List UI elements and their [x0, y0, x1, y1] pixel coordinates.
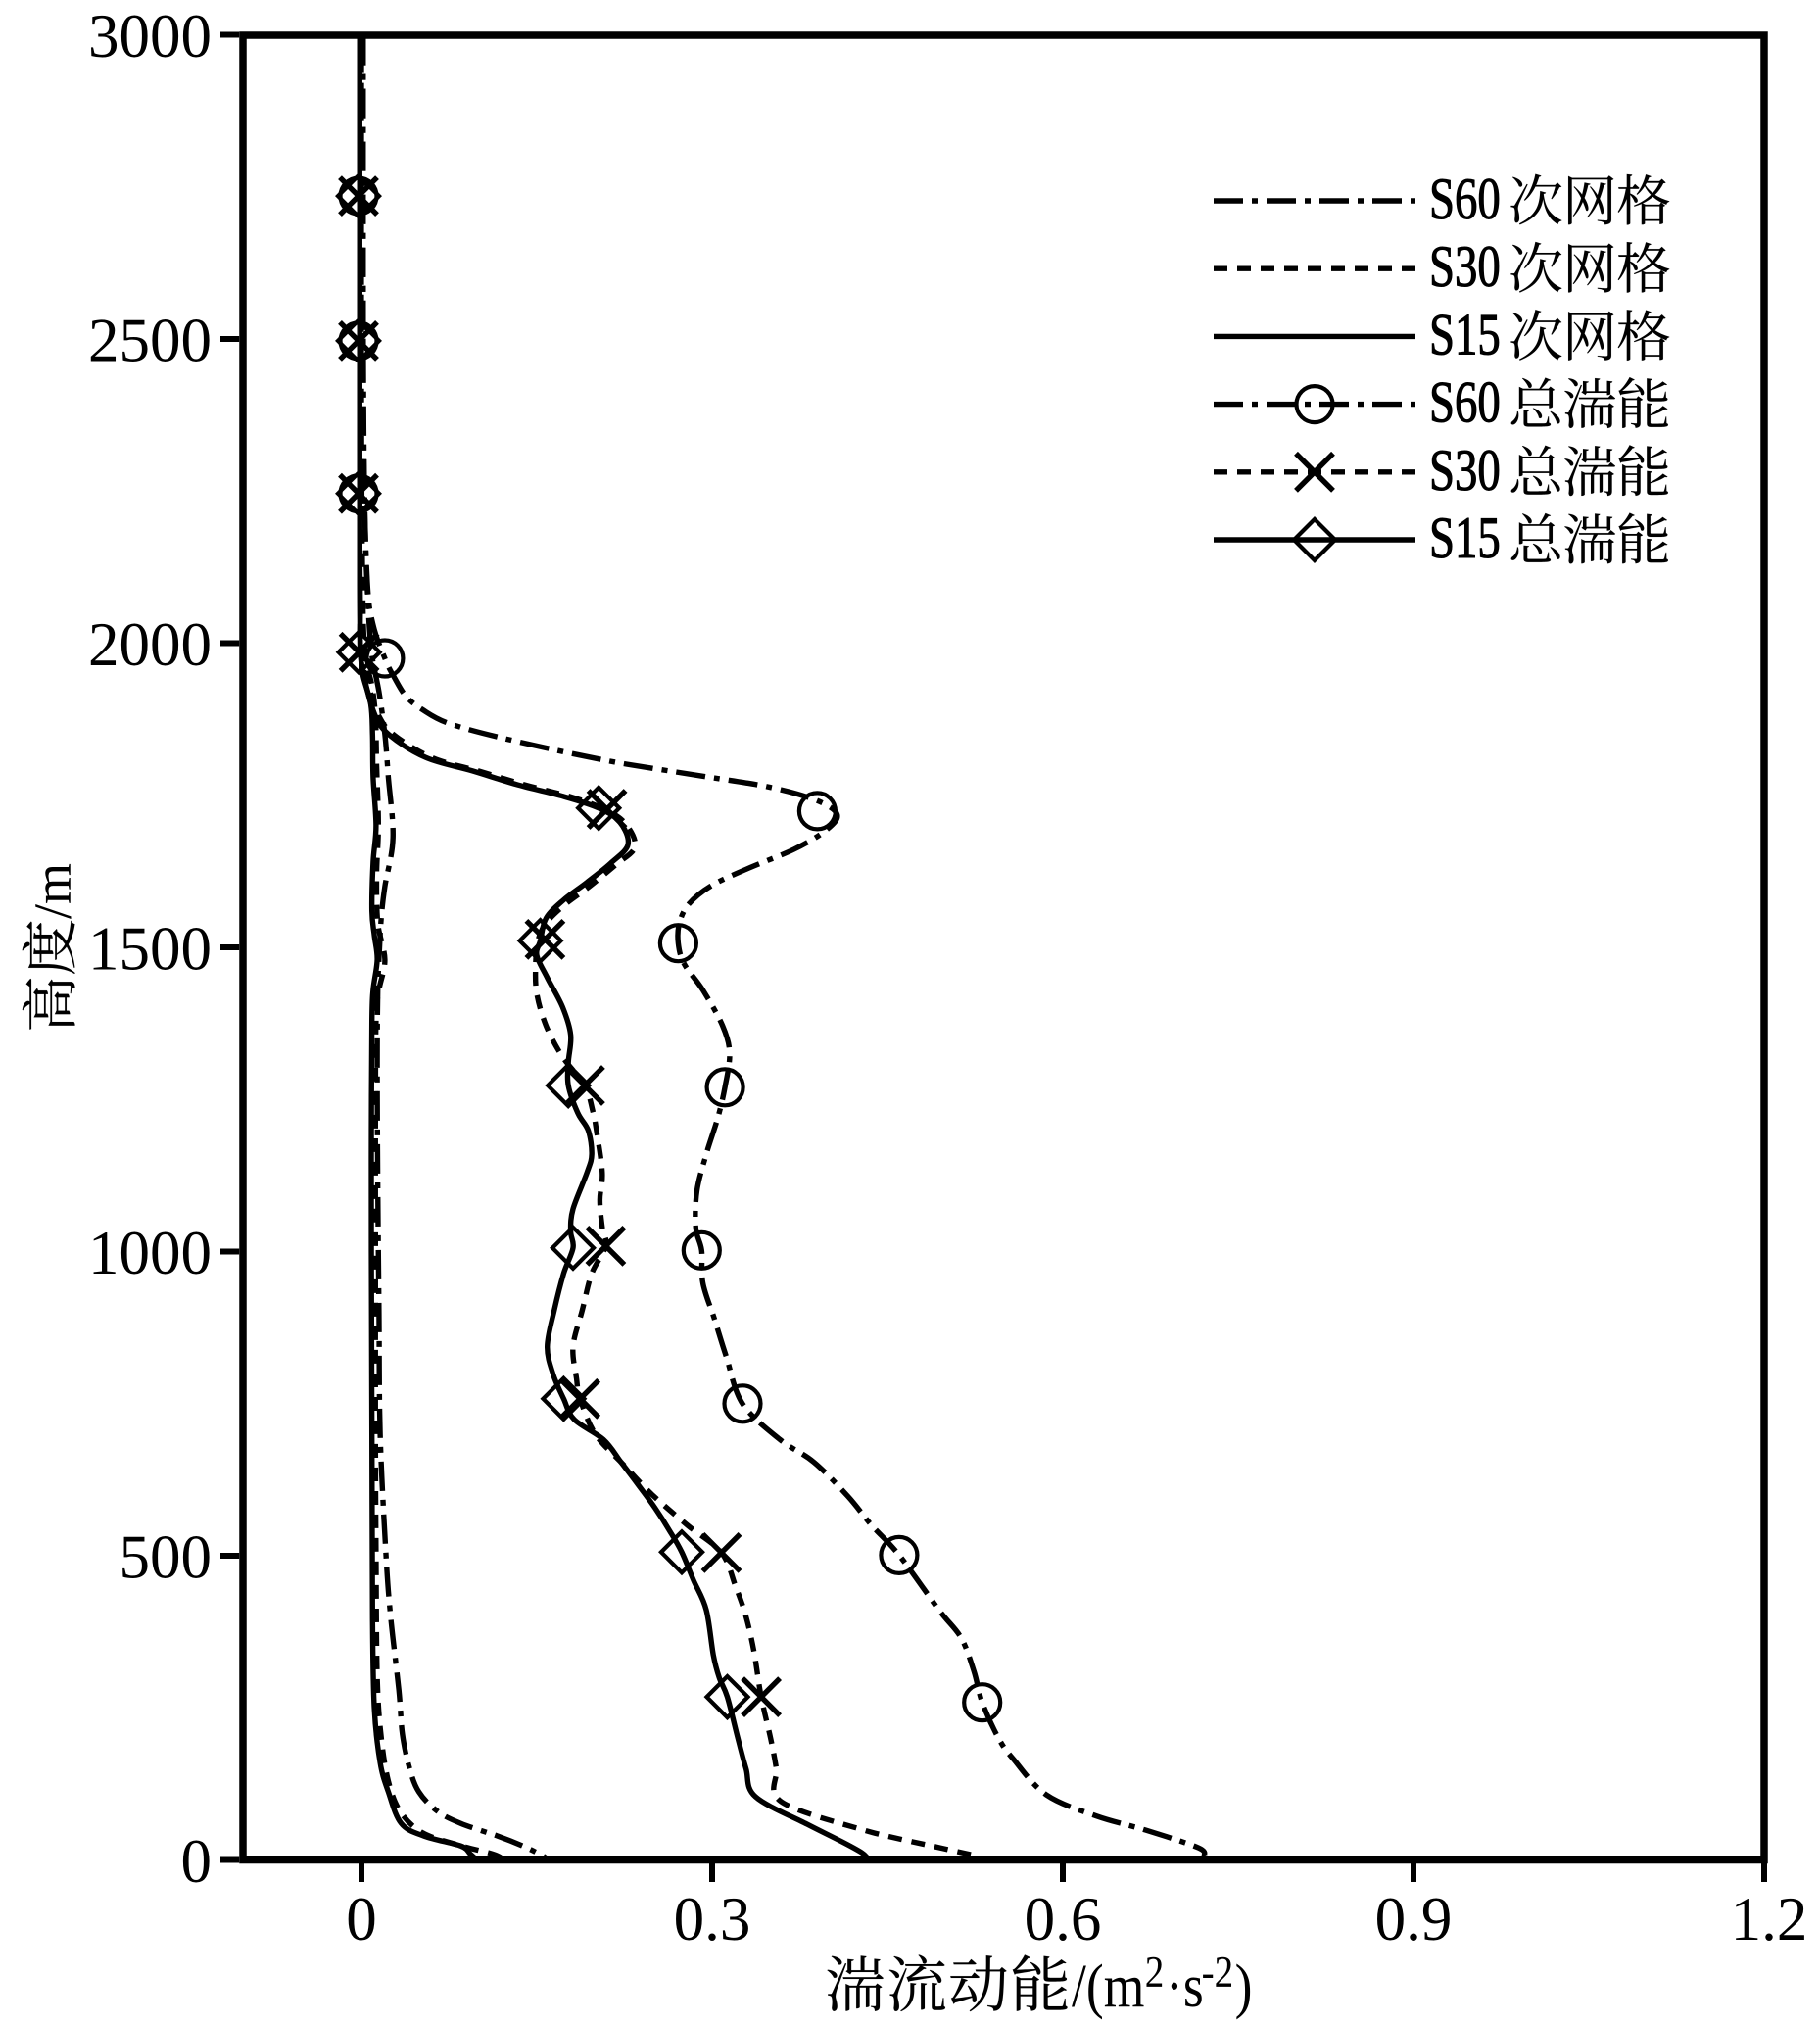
svg-text:0: 0	[346, 1885, 377, 1953]
svg-text:/(m: /(m	[1072, 1952, 1144, 2020]
svg-text:0.6: 0.6	[1025, 1885, 1102, 1953]
svg-text:0: 0	[181, 1827, 213, 1896]
svg-text:S15: S15	[1429, 302, 1501, 367]
svg-text:S30: S30	[1429, 437, 1501, 503]
svg-text:2500: 2500	[88, 307, 212, 375]
svg-text:3000: 3000	[88, 2, 212, 71]
svg-text:1.2: 1.2	[1731, 1885, 1808, 1953]
svg-text:2000: 2000	[88, 610, 212, 679]
svg-text:500: 500	[120, 1523, 213, 1592]
svg-text:S60: S60	[1429, 166, 1501, 231]
svg-text:): )	[1235, 1952, 1253, 2020]
svg-text:S30: S30	[1429, 234, 1501, 300]
svg-text:S60: S60	[1429, 369, 1501, 435]
svg-text:0.3: 0.3	[674, 1885, 751, 1953]
svg-text:0.9: 0.9	[1375, 1885, 1453, 1953]
svg-text:S15: S15	[1429, 505, 1501, 570]
svg-text:/m: /m	[24, 863, 82, 919]
svg-text:-2: -2	[1202, 1948, 1234, 1998]
svg-text:1000: 1000	[88, 1219, 212, 1287]
svg-text:2: 2	[1145, 1948, 1165, 1998]
svg-text:1500: 1500	[88, 915, 212, 984]
svg-text:·s: ·s	[1166, 1952, 1204, 2020]
